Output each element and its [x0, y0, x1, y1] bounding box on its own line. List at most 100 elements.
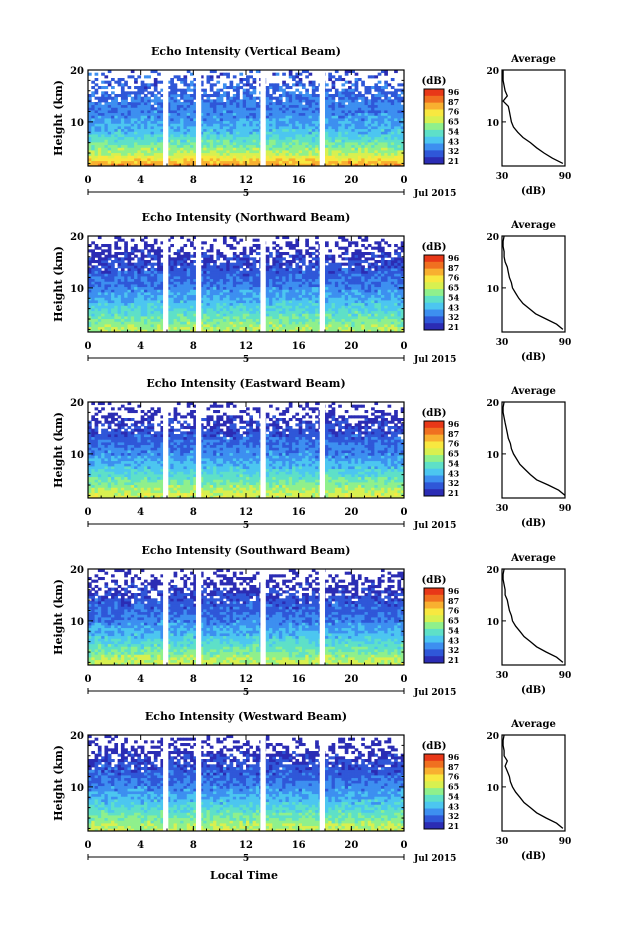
heatmap-cell — [374, 155, 379, 159]
heatmap-cell — [249, 107, 253, 111]
heatmap-cell — [354, 86, 359, 90]
heatmap-cell — [246, 110, 250, 114]
heatmap-cell — [338, 142, 342, 146]
heatmap-cell — [338, 136, 342, 140]
heatmap-cell — [325, 163, 329, 167]
heatmap-cell — [298, 123, 303, 127]
heatmap-cell — [288, 75, 293, 79]
heatmap-cell — [111, 142, 115, 146]
heatmap-cell — [219, 300, 224, 304]
heatmap-cell — [384, 134, 388, 138]
heatmap-cell — [170, 326, 174, 330]
heatmap-cell — [127, 289, 132, 293]
heatmap-cell — [272, 329, 277, 333]
heatmap-cell — [186, 139, 191, 143]
heatmap-cell — [157, 326, 161, 330]
heatmap-cell — [252, 126, 257, 130]
heatmap-cell — [400, 318, 405, 322]
heatmap-cell — [275, 128, 280, 132]
data-gap — [260, 70, 266, 166]
heatmap-cell — [338, 131, 342, 135]
heatmap-cell — [170, 305, 174, 309]
heatmap-cell — [285, 86, 290, 90]
heatmap-cell — [206, 99, 211, 103]
heatmap-cell — [94, 313, 99, 317]
heatmap-cell — [367, 150, 372, 154]
heatmap-cell — [114, 302, 119, 306]
heatmap-cell — [315, 163, 319, 167]
heatmap-cell — [140, 281, 145, 285]
heatmap-cell — [186, 155, 191, 159]
heatmap-cell — [387, 152, 392, 156]
heatmap-cell — [104, 318, 109, 322]
heatmap-cell — [107, 324, 112, 328]
heatmap-cell — [153, 86, 158, 90]
heatmap-cell — [305, 104, 309, 108]
heatmap-cell — [209, 110, 214, 114]
heatmap-cell — [209, 321, 214, 325]
heatmap-cell — [380, 284, 385, 288]
heatmap-cell — [203, 94, 207, 98]
heatmap-cell — [101, 115, 105, 119]
heatmap-cell — [130, 115, 135, 119]
heatmap-cell — [348, 88, 352, 92]
heatmap-cell — [183, 83, 188, 87]
heatmap-cell — [150, 276, 155, 280]
heatmap-cell — [209, 289, 214, 293]
heatmap-cell — [344, 297, 349, 301]
heatmap-cell — [193, 115, 198, 119]
heatmap-cell — [170, 313, 174, 317]
heatmap-cell — [239, 278, 244, 282]
heatmap-cell — [183, 120, 188, 124]
heatmap-cell — [371, 155, 375, 159]
heatmap-cell — [111, 123, 115, 127]
heatmap-cell — [199, 142, 204, 146]
heatmap-cell — [111, 294, 115, 298]
heatmap-cell — [361, 120, 365, 124]
heatmap-cell — [130, 313, 135, 317]
heatmap-cell — [120, 289, 125, 293]
heatmap-cell — [249, 99, 253, 103]
heatmap-cell — [209, 120, 214, 124]
heatmap-cell — [384, 305, 388, 309]
heatmap-cell — [397, 289, 402, 293]
heatmap-cell — [153, 142, 158, 146]
heatmap-cell — [249, 96, 253, 100]
heatmap-cell — [242, 321, 247, 325]
heatmap-cell — [127, 107, 132, 111]
heatmap-cell — [394, 147, 398, 151]
heatmap-cell — [170, 294, 174, 298]
heatmap-cell — [351, 115, 356, 119]
heatmap-cell — [387, 329, 392, 333]
heatmap-cell — [265, 110, 270, 114]
heatmap-cell — [134, 158, 138, 162]
heatmap-cell — [107, 297, 112, 301]
heatmap-cell — [101, 316, 105, 320]
heatmap-cell — [114, 281, 119, 285]
heatmap-cell — [143, 316, 148, 320]
heatmap-cell — [111, 104, 115, 108]
heatmap-cell — [305, 150, 309, 154]
heatmap-cell — [97, 292, 102, 296]
heatmap-cell — [282, 136, 286, 140]
heatmap-cell — [153, 112, 158, 116]
heatmap-cell — [371, 163, 375, 167]
heatmap-cell — [348, 86, 352, 90]
heatmap-cell — [301, 139, 306, 143]
heatmap-cell — [354, 316, 359, 320]
heatmap-cell — [328, 300, 332, 304]
heatmap-cell — [367, 300, 372, 304]
heatmap-cell — [341, 302, 346, 306]
heatmap-cell — [157, 308, 161, 312]
heatmap-cell — [377, 297, 382, 301]
heatmap-cell — [107, 147, 112, 151]
heatmap-cell — [298, 321, 303, 325]
heatmap-cell — [361, 297, 365, 301]
heatmap-cell — [246, 144, 250, 148]
heatmap-cell — [275, 152, 280, 156]
heatmap-cell — [348, 112, 352, 116]
heatmap-cell — [275, 83, 280, 87]
heatmap-cell — [216, 329, 221, 333]
heatmap-cell — [282, 316, 286, 320]
heatmap-cell — [282, 284, 286, 288]
